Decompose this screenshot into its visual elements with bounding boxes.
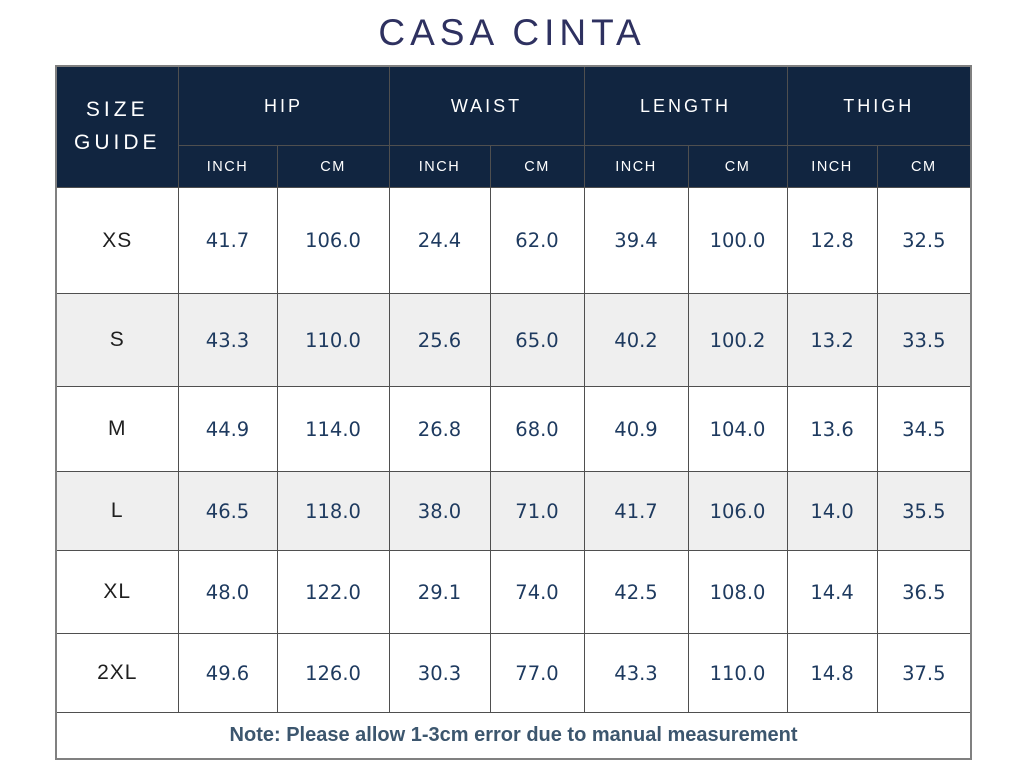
hip-cm-header: CM (276, 145, 390, 188)
waist-inch-header: INCH (388, 145, 491, 188)
table-row-s: S 43.3 110.0 25.6 65.0 40.2 100.2 13.2 3… (55, 293, 972, 387)
note-row: Note: Please allow 1-3cm error due to ma… (55, 712, 972, 760)
value-cell: 43.3 (583, 633, 689, 713)
value-cell: 48.0 (177, 550, 278, 634)
value-cell: 37.5 (876, 633, 972, 713)
value-cell: 24.4 (388, 187, 491, 294)
value-cell: 114.0 (276, 386, 390, 472)
value-cell: 40.2 (583, 293, 689, 387)
table-row-xs: XS 41.7 106.0 24.4 62.0 39.4 100.0 12.8 … (55, 187, 972, 294)
value-cell: 14.8 (786, 633, 878, 713)
value-cell: 13.2 (786, 293, 878, 387)
column-group-length: LENGTH (583, 65, 788, 146)
value-cell: 35.5 (876, 471, 972, 551)
header-unit-row: INCH CM INCH CM INCH CM INCH CM (56, 145, 972, 188)
value-cell: 38.0 (388, 471, 491, 551)
value-cell: 108.0 (687, 550, 788, 634)
size-label: M (55, 386, 179, 472)
value-cell: 77.0 (489, 633, 585, 713)
column-group-hip: HIP (177, 65, 390, 146)
value-cell: 41.7 (177, 187, 278, 294)
table-row-xl: XL 48.0 122.0 29.1 74.0 42.5 108.0 14.4 … (55, 550, 972, 634)
value-cell: 30.3 (388, 633, 491, 713)
size-label: XS (55, 187, 179, 294)
size-label: L (55, 471, 179, 551)
value-cell: 71.0 (489, 471, 585, 551)
value-cell: 29.1 (388, 550, 491, 634)
value-cell: 14.0 (786, 471, 878, 551)
value-cell: 118.0 (276, 471, 390, 551)
header-group-row: SIZE GUIDE HIP WAIST LENGTH THIGH (55, 65, 972, 188)
table-row-m: M 44.9 114.0 26.8 68.0 40.9 104.0 13.6 3… (55, 386, 972, 472)
value-cell: 110.0 (276, 293, 390, 387)
length-cm-header: CM (687, 145, 788, 188)
value-cell: 46.5 (177, 471, 278, 551)
value-cell: 106.0 (687, 471, 788, 551)
size-label: 2XL (55, 633, 179, 713)
value-cell: 44.9 (177, 386, 278, 472)
length-inch-header: INCH (583, 145, 689, 188)
value-cell: 49.6 (177, 633, 278, 713)
value-cell: 106.0 (276, 187, 390, 294)
value-cell: 122.0 (276, 550, 390, 634)
value-cell: 62.0 (489, 187, 585, 294)
size-guide-table: SIZE GUIDE HIP WAIST LENGTH THIGH INCH C… (55, 65, 973, 760)
thigh-cm-header: CM (876, 145, 972, 188)
value-cell: 68.0 (489, 386, 585, 472)
value-cell: 110.0 (687, 633, 788, 713)
value-cell: 39.4 (583, 187, 689, 294)
value-cell: 104.0 (687, 386, 788, 472)
value-cell: 33.5 (876, 293, 972, 387)
value-cell: 14.4 (786, 550, 878, 634)
table-row-l: L 46.5 118.0 38.0 71.0 41.7 106.0 14.0 3… (55, 471, 972, 551)
value-cell: 100.0 (687, 187, 788, 294)
waist-cm-header: CM (489, 145, 585, 188)
value-cell: 43.3 (177, 293, 278, 387)
value-cell: 26.8 (388, 386, 491, 472)
value-cell: 13.6 (786, 386, 878, 472)
value-cell: 41.7 (583, 471, 689, 551)
size-label: XL (55, 550, 179, 634)
measurement-note: Note: Please allow 1-3cm error due to ma… (55, 712, 972, 760)
value-cell: 12.8 (786, 187, 878, 294)
corner-line-1: SIZE GUIDE (73, 98, 161, 154)
column-group-thigh: THIGH (786, 65, 972, 146)
size-label: S (55, 293, 179, 387)
value-cell: 100.2 (687, 293, 788, 387)
value-cell: 65.0 (489, 293, 585, 387)
value-cell: 74.0 (489, 550, 585, 634)
corner-size-guide-label: SIZE GUIDE (55, 65, 179, 188)
value-cell: 36.5 (876, 550, 972, 634)
brand-logo-text: CASA CINTA (378, 12, 646, 53)
value-cell: 40.9 (583, 386, 689, 472)
hip-inch-header: INCH (177, 145, 278, 188)
thigh-inch-header: INCH (786, 145, 878, 188)
value-cell: 32.5 (876, 187, 972, 294)
column-group-waist: WAIST (388, 65, 585, 146)
table-row-2xl: 2XL 49.6 126.0 30.3 77.0 43.3 110.0 14.8… (55, 633, 972, 713)
value-cell: 42.5 (583, 550, 689, 634)
value-cell: 25.6 (388, 293, 491, 387)
value-cell: 126.0 (276, 633, 390, 713)
value-cell: 34.5 (876, 386, 972, 472)
